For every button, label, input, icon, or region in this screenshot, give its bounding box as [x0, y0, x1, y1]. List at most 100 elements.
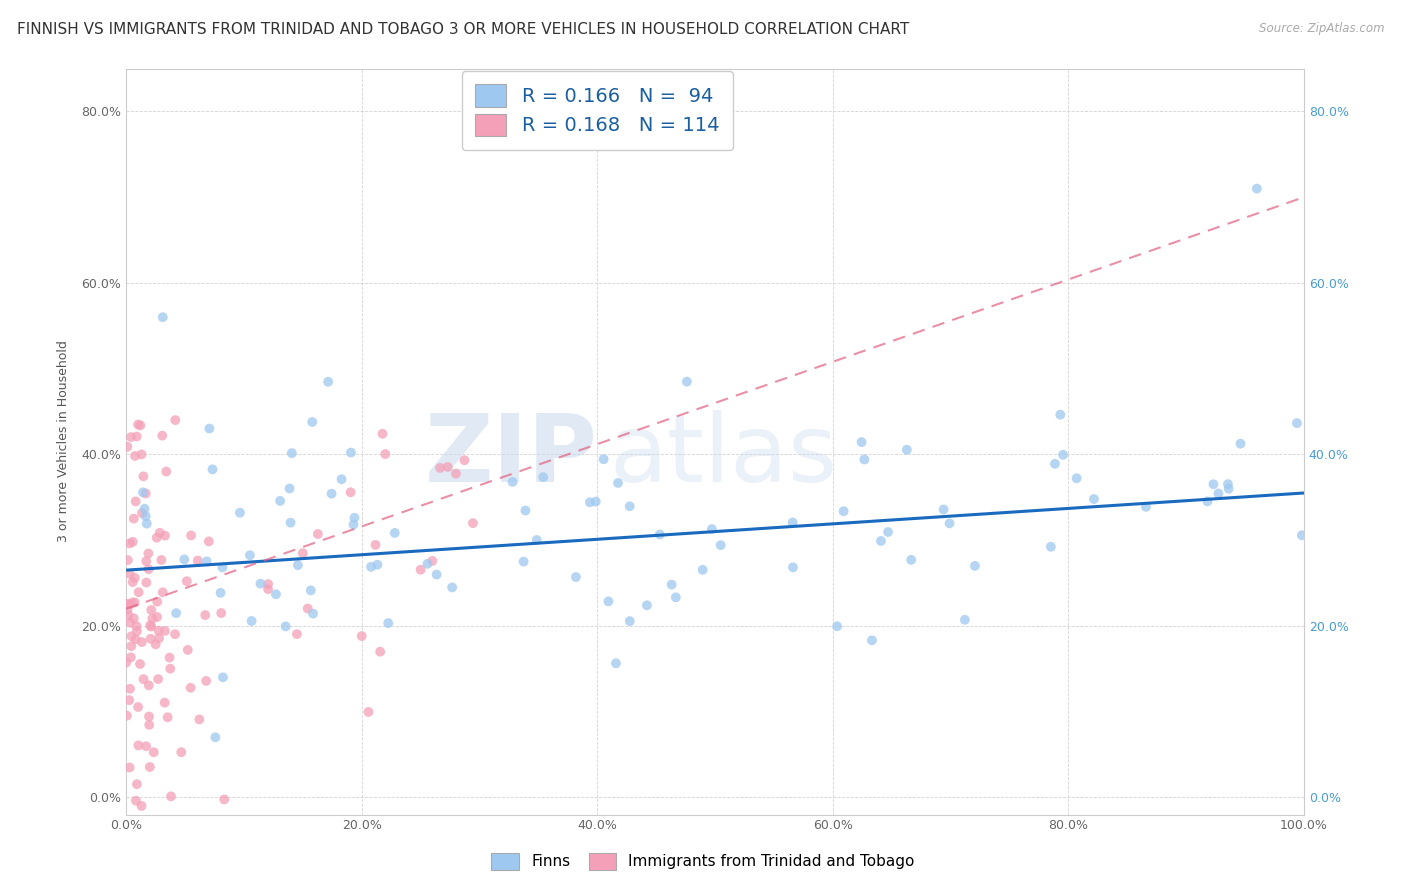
Point — [963, 558, 986, 573]
Point — [117, 597, 139, 611]
Point — [142, 745, 165, 759]
Point — [648, 527, 671, 541]
Point — [444, 467, 467, 481]
Point — [138, 678, 160, 692]
Point — [1229, 436, 1251, 450]
Point — [384, 525, 406, 540]
Point — [1246, 181, 1268, 195]
Text: FINNISH VS IMMIGRANTS FROM TRINIDAD AND TOBAGO 3 OR MORE VEHICLES IN HOUSEHOLD C: FINNISH VS IMMIGRANTS FROM TRINIDAD AND … — [17, 22, 910, 37]
Point — [1202, 477, 1225, 491]
Point — [321, 486, 343, 500]
Point — [188, 713, 211, 727]
Point — [278, 482, 301, 496]
Point — [598, 594, 620, 608]
Point — [131, 506, 153, 520]
Point — [198, 421, 221, 435]
Point — [264, 587, 287, 601]
Point — [165, 413, 187, 427]
Point — [360, 559, 382, 574]
Point — [209, 606, 232, 620]
Point — [121, 629, 143, 643]
Point — [853, 452, 876, 467]
Point — [156, 710, 179, 724]
Point — [269, 494, 291, 508]
Point — [1216, 477, 1239, 491]
Point — [204, 731, 226, 745]
Point — [115, 656, 138, 670]
Point — [1066, 471, 1088, 485]
Point — [832, 504, 855, 518]
Point — [299, 583, 322, 598]
Point — [301, 415, 323, 429]
Point — [135, 509, 157, 524]
Point — [148, 624, 170, 638]
Point — [132, 485, 155, 500]
Point — [138, 562, 160, 576]
Point — [138, 546, 160, 560]
Point — [117, 603, 139, 617]
Point — [636, 599, 658, 613]
Point — [212, 670, 235, 684]
Point — [1208, 486, 1230, 500]
Point — [138, 709, 160, 723]
Point — [368, 645, 391, 659]
Point — [700, 522, 723, 536]
Point — [209, 586, 232, 600]
Point — [132, 672, 155, 686]
Point — [141, 619, 163, 633]
Point — [131, 447, 153, 461]
Point — [502, 475, 524, 489]
Point — [128, 585, 150, 599]
Point — [374, 447, 396, 461]
Point — [170, 745, 193, 759]
Point — [118, 681, 141, 696]
Point — [212, 792, 235, 806]
Point — [135, 575, 157, 590]
Point — [173, 552, 195, 566]
Point — [285, 627, 308, 641]
Point — [124, 449, 146, 463]
Point — [146, 610, 169, 624]
Point — [579, 495, 602, 509]
Point — [118, 566, 141, 581]
Point — [134, 501, 156, 516]
Point — [149, 525, 172, 540]
Y-axis label: 3 or more Vehicles in Household: 3 or more Vehicles in Household — [58, 341, 70, 542]
Point — [152, 585, 174, 599]
Point — [125, 494, 148, 508]
Point — [195, 673, 218, 688]
Point — [145, 531, 167, 545]
Point — [125, 619, 148, 633]
Point — [132, 469, 155, 483]
Point — [1049, 408, 1071, 422]
Point — [870, 533, 893, 548]
Point — [953, 613, 976, 627]
Text: atlas: atlas — [609, 410, 838, 502]
Point — [1197, 494, 1219, 508]
Point — [877, 524, 900, 539]
Point — [125, 777, 148, 791]
Point — [1043, 457, 1066, 471]
Point — [607, 475, 630, 490]
Point — [135, 739, 157, 754]
Point — [512, 555, 534, 569]
Point — [280, 516, 302, 530]
Point — [297, 601, 319, 615]
Point — [211, 560, 233, 574]
Point — [135, 554, 157, 568]
Point — [453, 453, 475, 467]
Point — [198, 534, 221, 549]
Point — [120, 639, 142, 653]
Point — [177, 643, 200, 657]
Point — [343, 510, 366, 524]
Point — [364, 538, 387, 552]
Point — [307, 527, 329, 541]
Point — [339, 485, 361, 500]
Point — [117, 553, 139, 567]
Point — [139, 632, 162, 646]
Point — [176, 574, 198, 589]
Legend: Finns, Immigrants from Trinidad and Tobago: Finns, Immigrants from Trinidad and Toba… — [484, 846, 922, 877]
Point — [257, 582, 280, 596]
Text: Source: ZipAtlas.com: Source: ZipAtlas.com — [1260, 22, 1385, 36]
Point — [860, 633, 883, 648]
